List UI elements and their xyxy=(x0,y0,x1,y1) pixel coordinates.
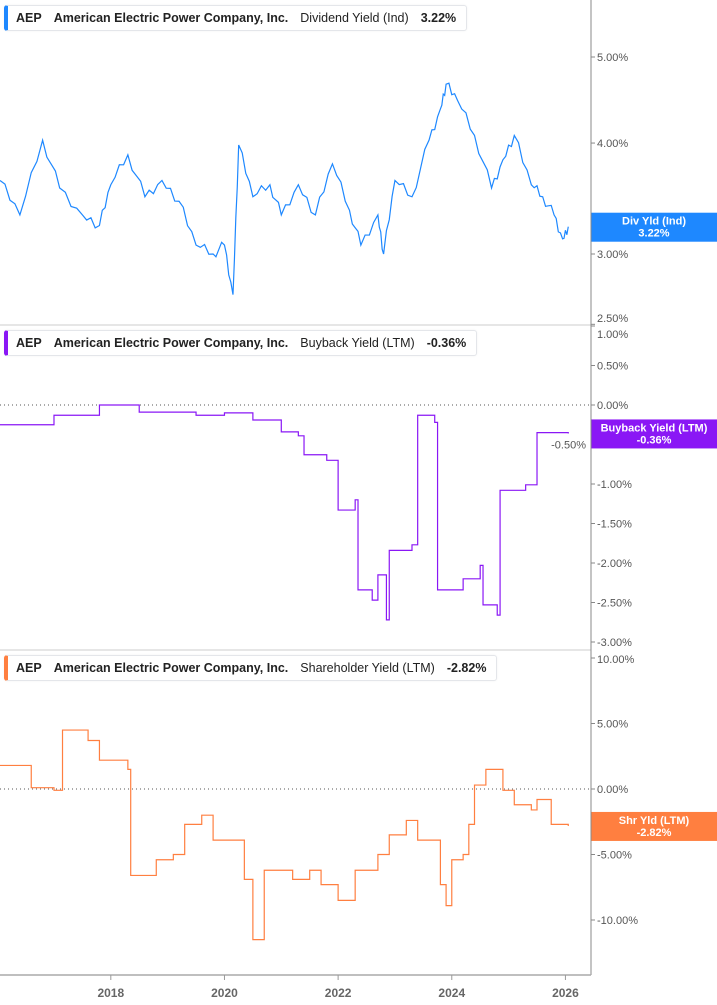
value-badge-value: 3.22% xyxy=(638,228,669,240)
y-tick-label: -0.50% xyxy=(551,440,586,452)
legend-buyback-yield: AEP American Electric Power Company, Inc… xyxy=(4,330,478,356)
legend-metric: Buyback Yield (LTM) xyxy=(300,336,415,350)
y-tick-label: -1.00% xyxy=(597,479,632,491)
y-tick-label: 0.00% xyxy=(597,400,628,412)
x-tick-label: 2022 xyxy=(325,986,352,1000)
series-line-0 xyxy=(0,82,569,295)
legend-value: -0.36% xyxy=(426,336,467,350)
legend-company: American Electric Power Company, Inc. xyxy=(53,661,289,675)
value-badge-label: Div Yld (Ind) xyxy=(622,216,686,228)
x-tick-label: 2018 xyxy=(97,986,124,1000)
value-badge-bg xyxy=(591,811,717,841)
x-tick-label: 2024 xyxy=(438,986,465,1000)
value-badge-2: Shr Yld (LTM)-2.82% xyxy=(591,811,717,841)
series-line-2 xyxy=(0,729,569,941)
y-tick-label: -1.50% xyxy=(597,519,632,531)
legend-metric: Dividend Yield (Ind) xyxy=(300,11,409,25)
y-tick-label: 3.00% xyxy=(597,249,628,261)
y-tick-label: 10.00% xyxy=(597,654,635,666)
legend-value: -2.82% xyxy=(446,661,487,675)
legend-company: American Electric Power Company, Inc. xyxy=(53,11,289,25)
y-tick-label: 0.50% xyxy=(597,361,628,373)
y-tick-label: -2.00% xyxy=(597,558,632,570)
value-badge-value: -0.36% xyxy=(637,434,672,446)
legend-ticker: AEP xyxy=(16,336,42,350)
y-tick-label: 2.50% xyxy=(597,313,628,325)
y-tick-label-bg xyxy=(547,438,588,452)
value-badge-value: -2.82% xyxy=(637,827,672,839)
y-tick-label: 5.00% xyxy=(597,719,628,731)
y-tick-label: -2.50% xyxy=(597,598,632,610)
legend-ticker: AEP xyxy=(16,661,42,675)
x-tick-label: 2026 xyxy=(552,986,579,1000)
y-tick-label: 1.00% xyxy=(597,329,628,341)
legend-shareholder-yield: AEP American Electric Power Company, Inc… xyxy=(4,655,498,681)
series-line-1 xyxy=(0,404,569,621)
y-tick-label: 4.00% xyxy=(597,138,628,150)
legend-metric: Shareholder Yield (LTM) xyxy=(300,661,435,675)
y-tick-label: -10.00% xyxy=(597,915,638,927)
x-tick-label: 2020 xyxy=(211,986,238,1000)
legend-dividend-yield: AEP American Electric Power Company, Inc… xyxy=(4,5,468,31)
y-tick-label: 0.00% xyxy=(597,784,628,796)
value-badge-0: Div Yld (Ind)3.22% xyxy=(591,212,717,242)
value-badge-bg xyxy=(591,212,717,242)
y-tick-label: 5.00% xyxy=(597,52,628,64)
value-badge-bg xyxy=(591,419,717,449)
legend-company: American Electric Power Company, Inc. xyxy=(53,336,289,350)
y-tick-label: -3.00% xyxy=(597,637,632,649)
value-badge-label: Buyback Yield (LTM) xyxy=(601,422,708,434)
value-badge-1: Buyback Yield (LTM)-0.36% xyxy=(591,419,717,449)
legend-ticker: AEP xyxy=(16,11,42,25)
legend-value: 3.22% xyxy=(420,11,457,25)
value-badge-label: Shr Yld (LTM) xyxy=(619,815,690,827)
y-tick-label: -5.00% xyxy=(597,850,632,862)
